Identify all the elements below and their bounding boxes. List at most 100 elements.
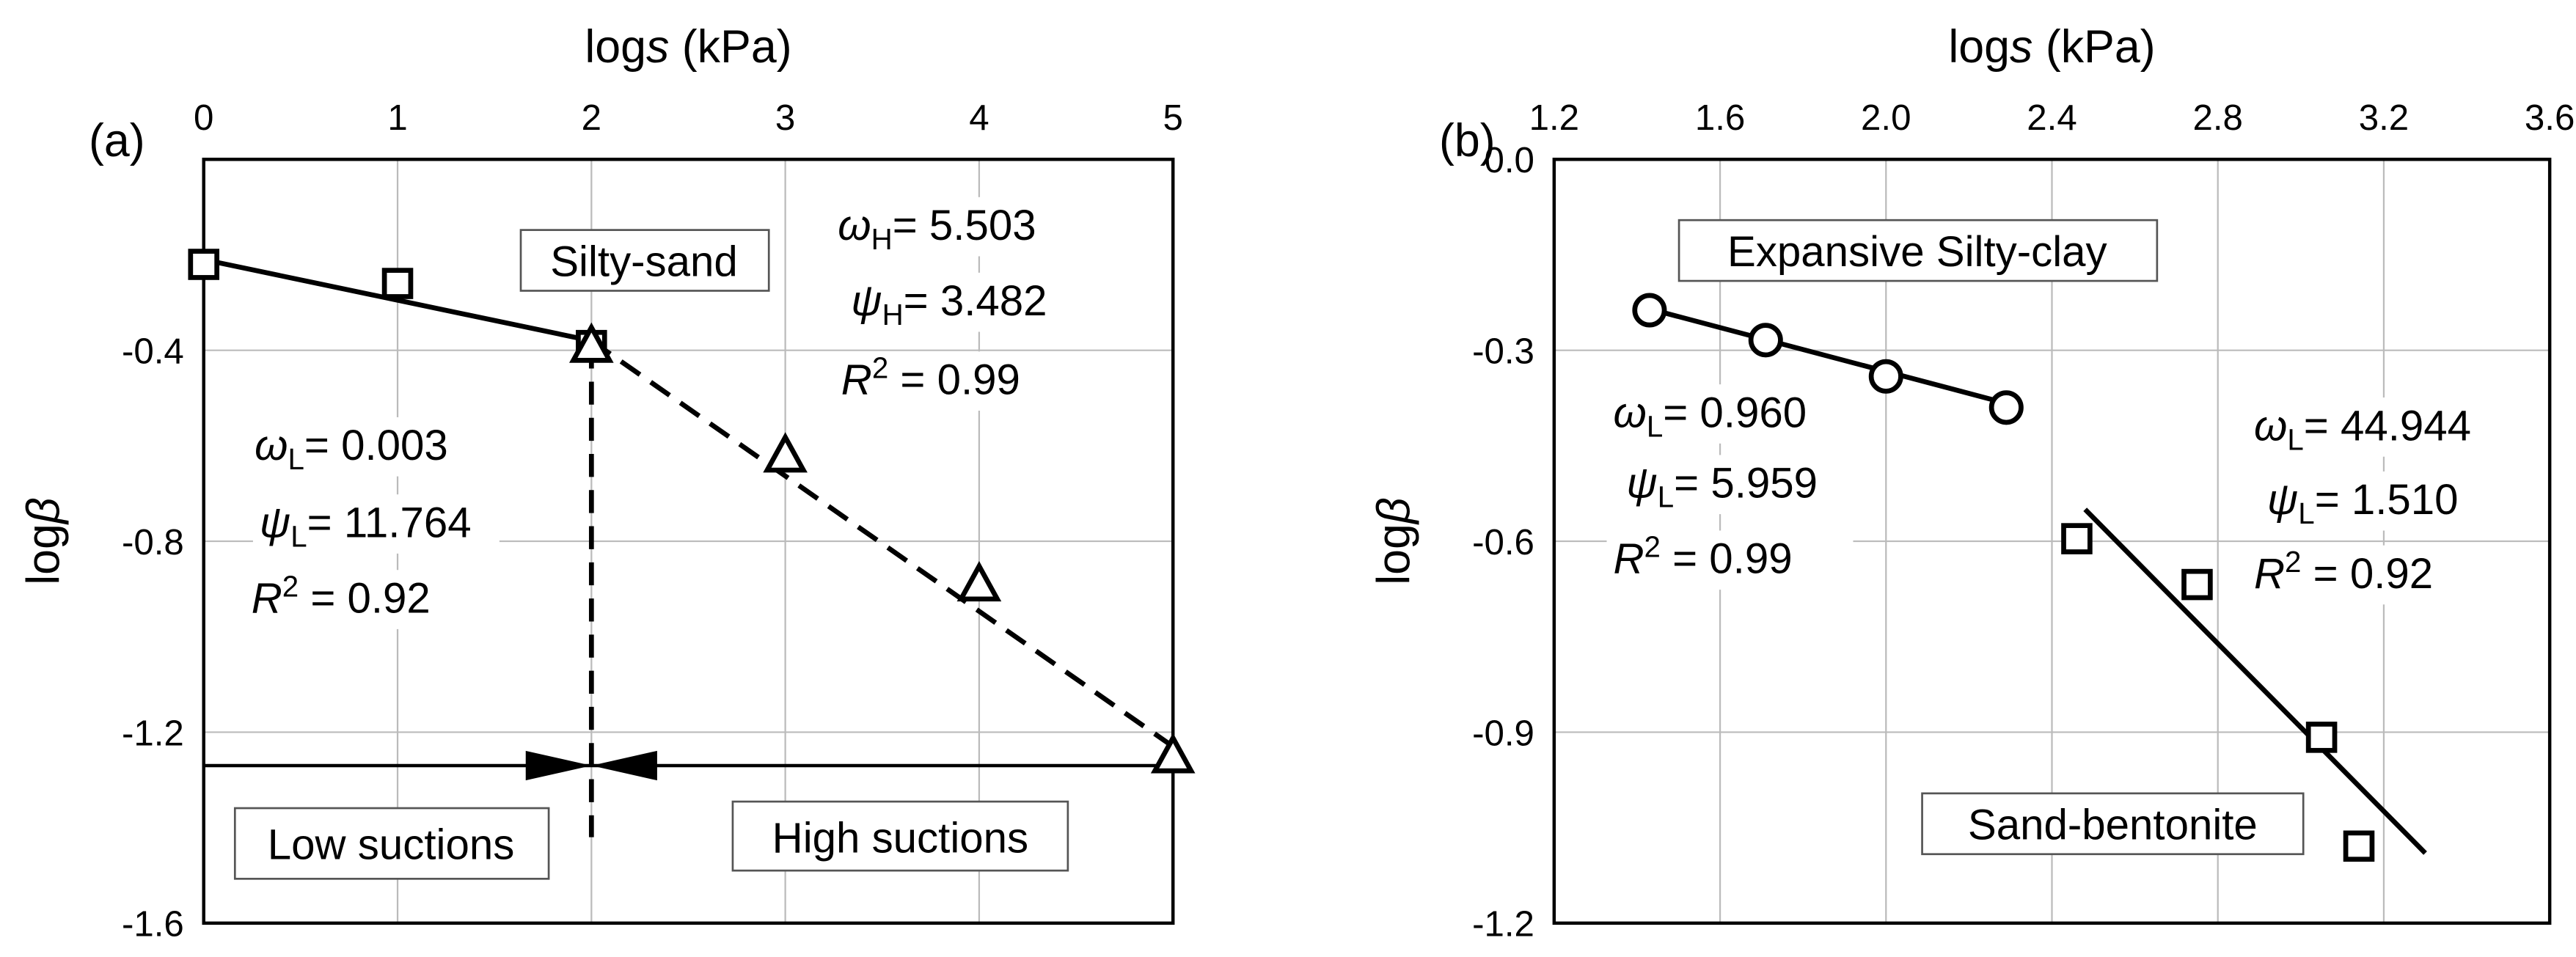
x-axis-label-part: (kPa): [2032, 21, 2155, 73]
annotation-part: 2: [282, 570, 299, 603]
annotation: High suctions: [772, 815, 1028, 862]
annotation-part: L: [290, 521, 307, 554]
x-axis-label-part: log: [1948, 21, 2010, 73]
panel-label: (b): [1439, 115, 1496, 166]
annotation-part: = 5.503: [893, 202, 1036, 249]
panel-label: (a): [89, 115, 145, 166]
y-tick-label: -0.8: [122, 522, 184, 562]
arrow-head: [525, 750, 592, 781]
annotation: R2 = 0.99: [1613, 530, 1792, 582]
square-marker: [188, 249, 220, 280]
annotation: Low suctions: [268, 821, 515, 868]
annotation-part: = 5.959: [1674, 460, 1818, 507]
annotation: ψL= 11.764: [260, 499, 472, 553]
annotation-bg: [1606, 530, 1854, 590]
panel: 1.2 1.6 2.0 2.4 2.8 3.2 3.6 0.0 -0.3 -0.6 -0.9 -1.2…: [1369, 21, 2575, 945]
annotation: ωL= 0.960: [1613, 389, 1807, 443]
annotation-part: ψ: [260, 499, 290, 546]
annotation-part: = 0.99: [1661, 535, 1793, 583]
annotation: R2 = 0.99: [841, 351, 1020, 403]
y-tick-label: -0.9: [1472, 713, 1534, 753]
annotation: ωL= 44.944: [2254, 402, 2471, 456]
triangle-marker: [763, 432, 808, 473]
fit-line: [203, 257, 593, 343]
annotation-part: 2: [872, 351, 888, 384]
x-tick-label: 1: [387, 98, 407, 138]
circle-marker: [1632, 293, 1667, 328]
y-tick-label: -1.2: [1472, 904, 1534, 945]
annotation-part: Low suctions: [268, 821, 515, 868]
x-tick-label: 3.2: [2359, 98, 2409, 138]
annotation-part: ψ: [851, 277, 882, 325]
x-tick-label: 0: [194, 98, 213, 138]
x-tick-label: 2.8: [2192, 98, 2243, 138]
x-axis-label: logs (kPa): [585, 21, 791, 73]
x-axis-label-part: log: [585, 21, 646, 73]
annotation-part: = 0.960: [1663, 389, 1807, 436]
x-axis-label-part: (kPa): [669, 21, 791, 73]
x-tick-label: 2.4: [2027, 98, 2076, 138]
annotation-part: Sand-bentonite: [1968, 802, 2258, 849]
y-axis-label-part: β: [1369, 497, 1420, 525]
annotation-part: 2: [1644, 530, 1661, 563]
y-tick-label: -0.3: [1472, 331, 1534, 372]
annotation-bg: [2247, 545, 2495, 605]
annotation-part: = 0.92: [2301, 550, 2433, 598]
annotation: ωL= 0.003: [255, 422, 448, 476]
annotation-part: R: [1613, 535, 1644, 583]
x-tick-label: 3: [775, 98, 795, 138]
annotation-part: = 0.003: [304, 422, 448, 469]
annotation-bg: [831, 197, 1078, 257]
annotation: ψL= 1.510: [2267, 476, 2459, 530]
annotation-part: ω: [2254, 402, 2287, 450]
annotation-part: Expansive Silty-clay: [1727, 228, 2107, 276]
square-marker: [2181, 568, 2213, 601]
annotation-bg: [2247, 397, 2495, 457]
annotation-part: R: [252, 574, 282, 622]
annotation-bg: [248, 417, 495, 477]
annotation-part: ω: [838, 202, 871, 249]
annotation: Sand-bentonite: [1968, 802, 2258, 849]
annotation-box: [1921, 792, 2305, 856]
square-marker: [2061, 523, 2093, 554]
annotation-bg: [244, 570, 491, 629]
annotation-part: ψ: [1626, 460, 1657, 507]
annotation-part: = 3.482: [904, 277, 1047, 325]
square-marker: [2305, 722, 2338, 753]
triangle-marker: [1150, 733, 1196, 774]
y-tick-label: 0.0: [1484, 140, 1534, 180]
annotation-box: [233, 807, 550, 880]
x-tick-label: 5: [1163, 98, 1183, 138]
annotation-box: [519, 229, 770, 292]
annotation-part: L: [2287, 424, 2303, 457]
y-tick-label: -0.6: [1472, 522, 1534, 562]
y-axis-label-part: log: [18, 524, 70, 585]
annotation-part: L: [1647, 411, 1663, 444]
annotation: R2 = 0.92: [2254, 546, 2433, 598]
annotation-bg: [844, 272, 1091, 332]
x-tick-label: 3.6: [2525, 98, 2575, 138]
annotation-part: ψ: [2267, 476, 2298, 524]
annotation-part: ω: [1613, 389, 1646, 436]
annotation: ψL= 5.959: [1626, 460, 1818, 514]
y-axis-label-part: β: [18, 497, 70, 525]
triangle-marker: [569, 322, 614, 363]
annotation-part: High suctions: [772, 815, 1028, 862]
fit-line: [590, 338, 1175, 749]
x-tick-label: 2.0: [1861, 98, 1911, 138]
annotation-part: L: [288, 444, 304, 477]
annotation-bg: [252, 494, 500, 554]
annotation-part: R: [2254, 550, 2285, 598]
x-tick-label: 1.6: [1695, 98, 1746, 138]
y-tick-label: -1.2: [122, 713, 184, 753]
annotation: Expansive Silty-clay: [1727, 228, 2107, 276]
fit-line: [1649, 307, 2011, 407]
triangle-marker: [956, 561, 1002, 602]
annotation-part: L: [2298, 498, 2314, 531]
x-axis-label-part: s: [646, 21, 669, 73]
x-tick-label: 1.2: [1529, 98, 1580, 138]
y-axis-label-part: log: [1369, 524, 1420, 585]
annotation-box: [1677, 219, 2159, 282]
